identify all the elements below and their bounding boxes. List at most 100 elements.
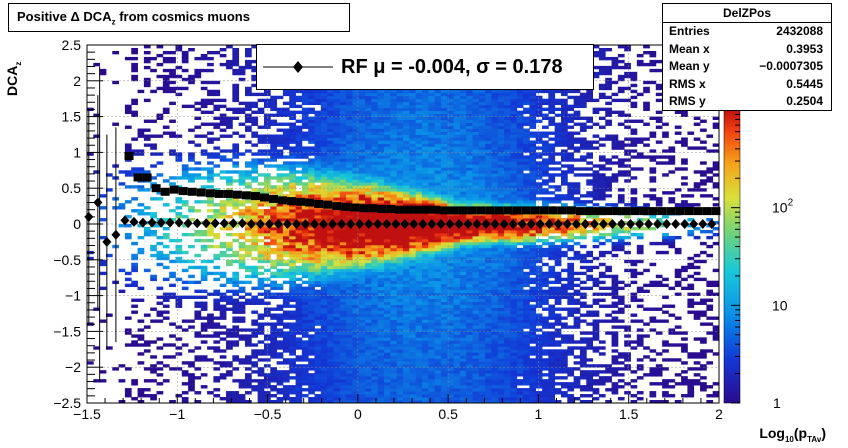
heat-cell [466,155,473,159]
heat-cell [453,235,461,240]
heat-cell [472,328,480,332]
heat-cell [251,59,259,64]
heat-cell [143,45,151,49]
heat-cell [137,152,145,156]
heat-cell [339,131,347,135]
heat-cell [301,265,309,270]
heat-cell [403,164,410,168]
heat-cell [352,173,360,177]
heat-cell [409,131,417,135]
heat-cell [245,65,252,70]
heat-cell [346,200,353,204]
heat-cell [371,310,379,314]
heat-cell [333,218,341,222]
heat-cell [137,298,145,302]
heat-cell [371,158,379,162]
heat-cell [409,391,417,395]
heat-cell [428,119,435,123]
heat-cell [377,310,385,314]
heat-cell [421,307,429,311]
heat-cell [421,337,429,341]
heat-cell [409,104,417,109]
heat-cell [384,155,391,159]
heat-cell [295,322,303,326]
heat-cell [371,364,379,368]
heat-cell [478,188,486,192]
heat-cell [169,176,176,180]
heat-cell [459,313,467,317]
heat-cell [415,313,423,317]
heat-cell [403,173,410,177]
heat-cell [181,167,189,171]
heat-cell [301,322,309,326]
heat-cell [403,370,410,374]
heat-cell [263,188,271,192]
heat-cell [421,247,429,252]
heat-cell [434,277,442,282]
heat-cell [175,65,183,70]
heat-cell [352,161,360,165]
heat-cell [301,268,309,273]
heat-cell [466,298,473,302]
heat-cell [472,364,480,368]
heat-cell [472,95,480,100]
heat-cell [365,232,372,237]
heat-cell [390,292,398,296]
heat-cell [263,292,271,296]
heat-cell [447,179,454,183]
heat-cell [276,304,284,308]
heat-cell [219,349,227,353]
heat-cell [320,89,328,94]
heat-cell [327,155,334,159]
heat-cell [320,262,328,267]
heat-cell [409,235,417,240]
heat-cell [232,259,240,264]
heat-cell [371,122,379,126]
heat-cell [194,68,202,73]
heat-cell [226,289,233,294]
heat-cell [390,226,398,231]
heat-cell [440,313,448,317]
heat-cell [365,253,372,258]
heat-cell [327,209,334,213]
heat-cell [238,68,246,73]
heat-cell [251,122,259,126]
heat-cell [131,209,138,213]
heat-cell [365,131,372,135]
heat-cell [200,185,208,189]
heat-cell [276,250,284,255]
heat-cell [238,71,246,76]
heat-cell [390,250,398,255]
heat-cell [466,104,473,109]
heat-cell [346,259,353,264]
heat-cell [314,370,322,374]
heat-cell [377,232,385,237]
heat-cell [327,268,334,273]
heat-cell [346,370,353,374]
heat-cell [137,319,145,323]
heat-cell [339,235,347,240]
heat-cell [434,146,442,150]
heat-cell [194,280,202,285]
heat-cell [384,385,391,389]
heat-cell [447,289,454,294]
heat-cell [390,191,398,195]
heat-cell [396,238,404,243]
heat-cell [314,385,322,389]
heat-cell [358,101,366,106]
heat-cell [219,313,227,317]
heat-cell [396,268,404,273]
heat-cell [289,274,296,279]
heat-cell [314,125,322,129]
heat-cell [459,328,467,332]
heat-cell [270,343,277,347]
heat-cell [415,292,423,296]
heat-cell [314,137,322,141]
heat-cell [466,200,473,204]
heat-cell [207,80,214,85]
heat-cell [320,301,328,305]
heat-cell [472,283,480,288]
heat-cell [207,173,214,177]
heat-cell [409,182,417,186]
heat-cell [346,367,353,371]
